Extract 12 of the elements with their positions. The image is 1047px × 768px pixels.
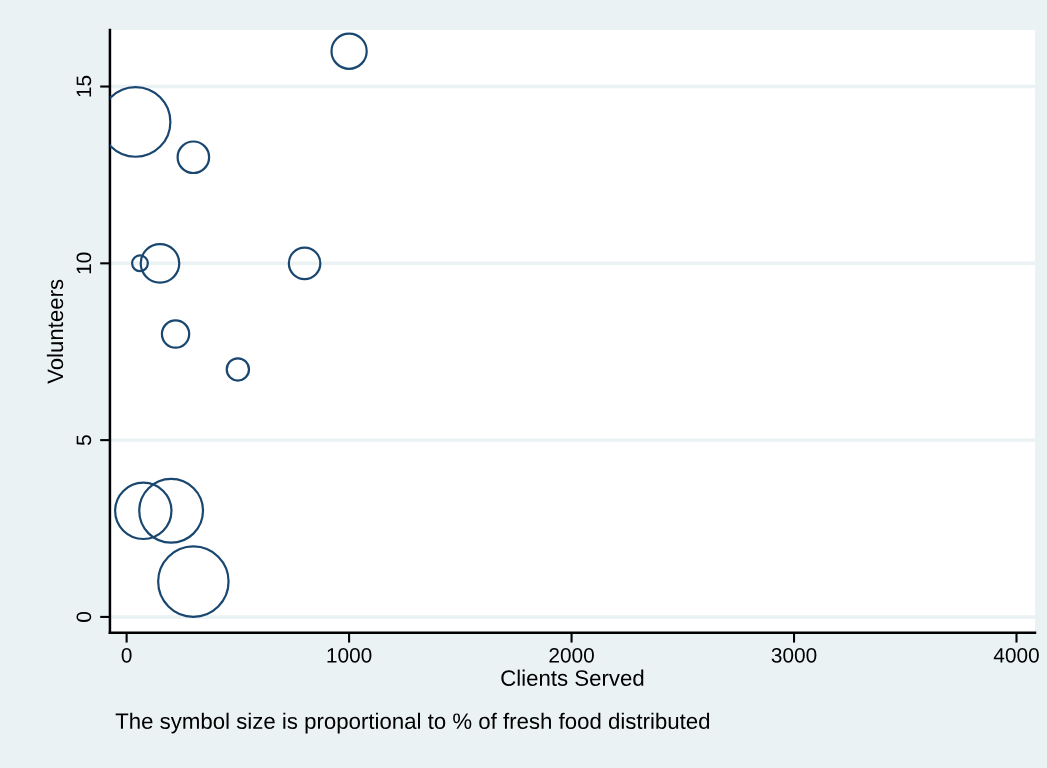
y-tick-label: 0 [76,611,92,622]
y-axis-title: Volunteers [46,279,64,384]
y-tick-label: 5 [76,435,92,446]
x-tick-label: 1000 [327,647,372,663]
y-tick-label: 10 [76,252,92,274]
x-tick-label: 0 [121,647,132,663]
x-axis-title: Clients Served [501,669,644,686]
x-tick-label: 2000 [549,647,594,663]
x-tick-label: 3000 [771,647,817,663]
y-tick-label: 15 [76,75,92,97]
text: The symbol size is proportional to % of fresh food distributed [115,712,710,734]
x-tick-label: 4000 [993,647,1039,663]
